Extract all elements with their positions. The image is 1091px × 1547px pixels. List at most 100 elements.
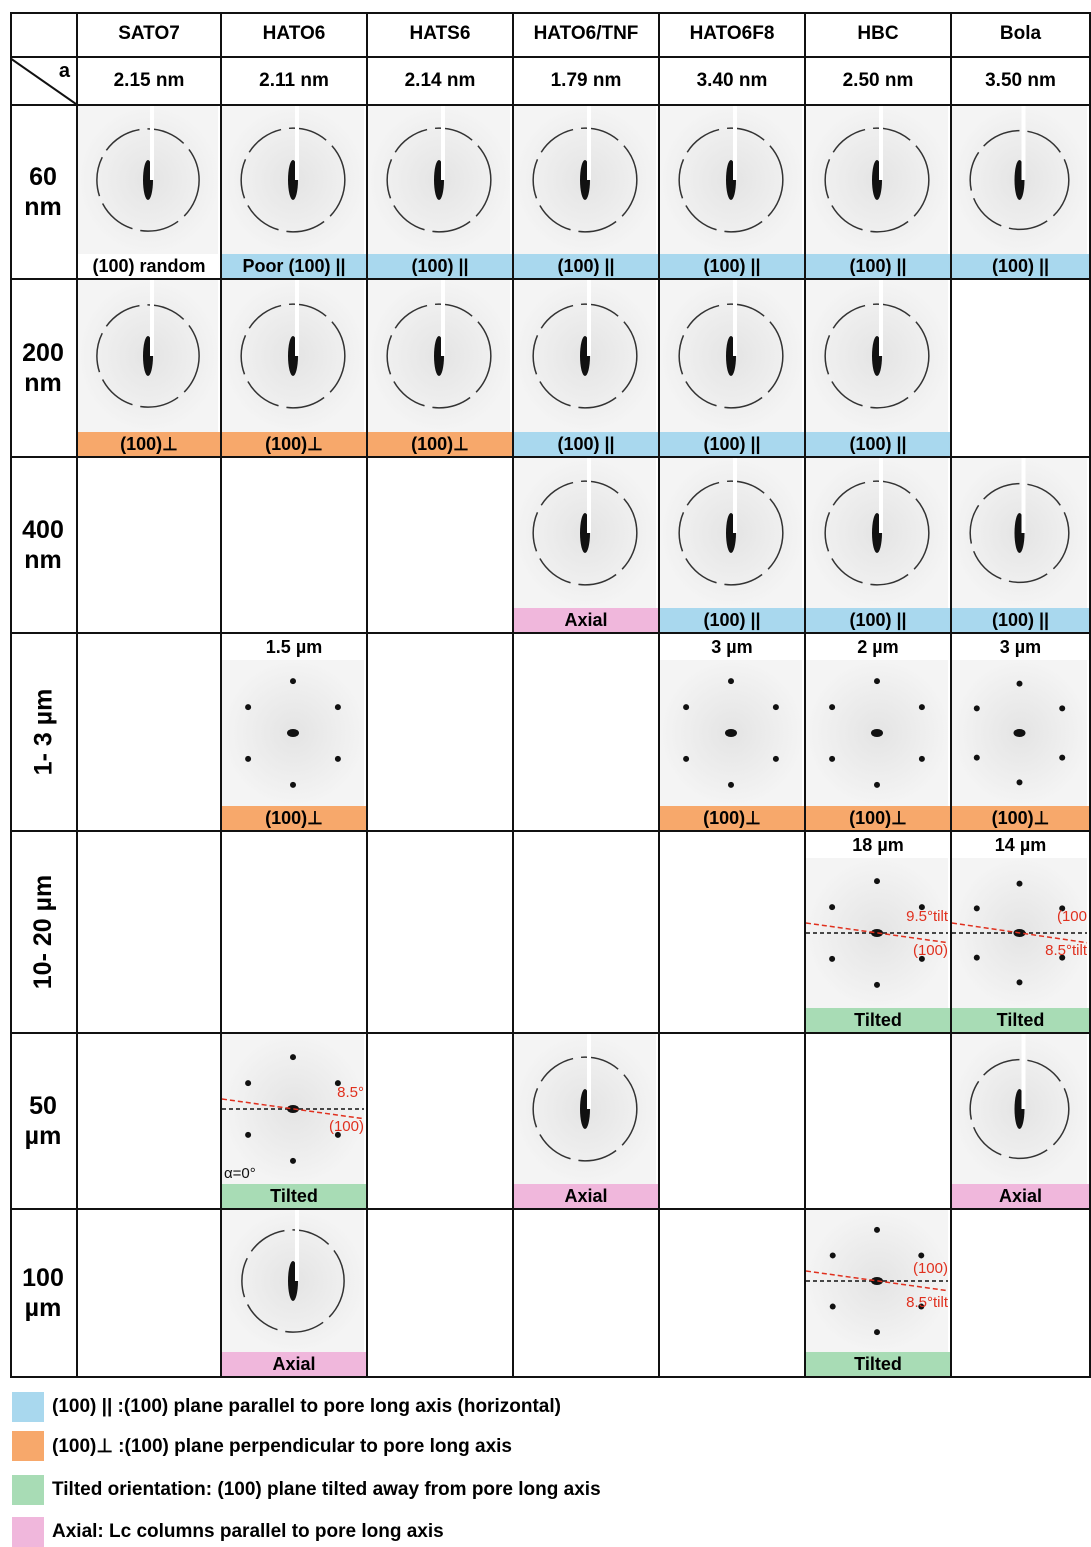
row-label: 100 µm xyxy=(22,1264,64,1322)
pattern-cell: (100) || xyxy=(806,458,952,634)
ring xyxy=(386,303,492,409)
orientation-label: (100) || xyxy=(806,254,950,278)
column-name: HATS6 xyxy=(409,23,471,44)
spot xyxy=(290,678,296,685)
pattern-cell: (100) || xyxy=(660,106,806,280)
diffraction-image xyxy=(952,1034,1087,1184)
pattern-cell: 2 µm (100)⊥ xyxy=(806,634,952,832)
diffraction-image xyxy=(806,858,948,1008)
orientation-label: (100)⊥ xyxy=(78,432,220,456)
row-header: 60 nm xyxy=(10,106,78,280)
column-name: HATO6F8 xyxy=(689,23,775,44)
pattern-cell: (100) || xyxy=(514,280,660,458)
orientation-label: (100) || xyxy=(368,254,512,278)
spot xyxy=(918,704,925,711)
spacing: 2.15 nm xyxy=(113,70,185,91)
legend-text: (100)⊥ :(100) plane perpendicular to por… xyxy=(52,1435,512,1457)
pattern-cell: 3 µm (100)⊥ xyxy=(660,634,806,832)
pattern-cell: (100)⊥ xyxy=(368,280,514,458)
row-header: 400 nm xyxy=(10,458,78,634)
spacing-cell: 2.15 nm xyxy=(78,58,222,106)
diffraction-image xyxy=(806,660,948,806)
ring xyxy=(96,128,200,232)
spot xyxy=(874,678,880,685)
spacing: 1.79 nm xyxy=(550,70,622,91)
pattern-cell: (100) || xyxy=(952,106,1091,280)
size-label: 14 µm xyxy=(994,834,1047,855)
diffraction-image xyxy=(368,106,510,254)
orientation-label: Axial xyxy=(952,1184,1089,1208)
row-label: 60 nm xyxy=(24,163,62,221)
spacing-cell: 2.14 nm xyxy=(368,58,514,106)
pattern-cell xyxy=(806,1034,952,1210)
pattern-cell: (100) random xyxy=(78,106,222,280)
spacing: 3.50 nm xyxy=(985,70,1056,91)
diffraction-image xyxy=(660,458,802,608)
spacing-cell: 2.11 nm xyxy=(222,58,368,106)
ring xyxy=(532,1056,638,1162)
annotation: 8.5°tilt xyxy=(1045,942,1087,959)
ring xyxy=(824,480,930,586)
size-label: 18 µm xyxy=(852,834,904,855)
ring xyxy=(240,127,346,233)
spacing: 2.50 nm xyxy=(842,70,914,91)
spot xyxy=(918,755,925,762)
legend-text: Tilted orientation: (100) plane tilted a… xyxy=(52,1479,601,1500)
pattern-cell xyxy=(514,832,660,1034)
orientation-label: (100)⊥ xyxy=(806,806,950,830)
pattern-cell xyxy=(952,280,1091,458)
column-header: HATO6/TNF xyxy=(514,12,660,58)
spot xyxy=(1059,705,1066,712)
column-header: HBC xyxy=(806,12,952,58)
spot xyxy=(290,1054,296,1061)
orientation-label: (100)⊥ xyxy=(368,432,512,456)
orientation-label: Poor (100) || xyxy=(222,254,366,278)
orientation-label: (100) || xyxy=(660,608,804,632)
diffraction-image xyxy=(222,1210,364,1352)
spot xyxy=(334,1131,341,1138)
spot xyxy=(874,1226,880,1233)
spot xyxy=(918,1303,925,1310)
pattern-cell xyxy=(660,1210,806,1378)
spot xyxy=(245,1131,252,1138)
spot xyxy=(683,755,690,762)
diffraction-image xyxy=(660,280,802,432)
pattern-cell: (100)⊥ xyxy=(78,280,222,458)
annotation: (100 xyxy=(1056,908,1087,925)
spot xyxy=(772,704,779,711)
pattern-cell: 18 µm Tilted 9.5°tilt (100) xyxy=(806,832,952,1034)
ring xyxy=(532,480,638,586)
diffraction-image xyxy=(514,458,656,608)
ring xyxy=(969,129,1070,231)
pattern-cell xyxy=(368,634,514,832)
spot xyxy=(1059,905,1066,912)
diffraction-image xyxy=(514,1034,656,1184)
diffraction-image xyxy=(222,280,364,432)
pattern-cell xyxy=(78,458,222,634)
spot xyxy=(334,755,341,762)
ring xyxy=(678,480,784,586)
legend-item: (100)⊥ :(100) plane perpendicular to por… xyxy=(12,1431,512,1461)
orientation-label: (100) || xyxy=(514,254,658,278)
corner-cell xyxy=(10,12,78,58)
orientation-label: Tilted xyxy=(222,1184,366,1208)
center-spot xyxy=(871,729,883,737)
corner-label: a xyxy=(58,60,70,82)
ring xyxy=(824,127,930,233)
spot xyxy=(1016,779,1023,786)
diffraction-image xyxy=(806,280,948,432)
spot xyxy=(245,1080,252,1087)
spacing: 3.40 nm xyxy=(696,70,768,91)
diffraction-image xyxy=(952,458,1087,608)
pattern-cell xyxy=(368,458,514,634)
legend-swatch xyxy=(12,1517,44,1547)
pattern-cell xyxy=(222,832,368,1034)
legend-item: (100) || :(100) plane parallel to pore l… xyxy=(12,1392,561,1422)
pattern-cell: Poor (100) || xyxy=(222,106,368,280)
column-name: HBC xyxy=(857,23,899,44)
spot xyxy=(918,904,925,911)
diffraction-image xyxy=(660,660,802,806)
spot xyxy=(918,1252,925,1259)
spot xyxy=(918,955,925,962)
pattern-cell xyxy=(660,1034,806,1210)
